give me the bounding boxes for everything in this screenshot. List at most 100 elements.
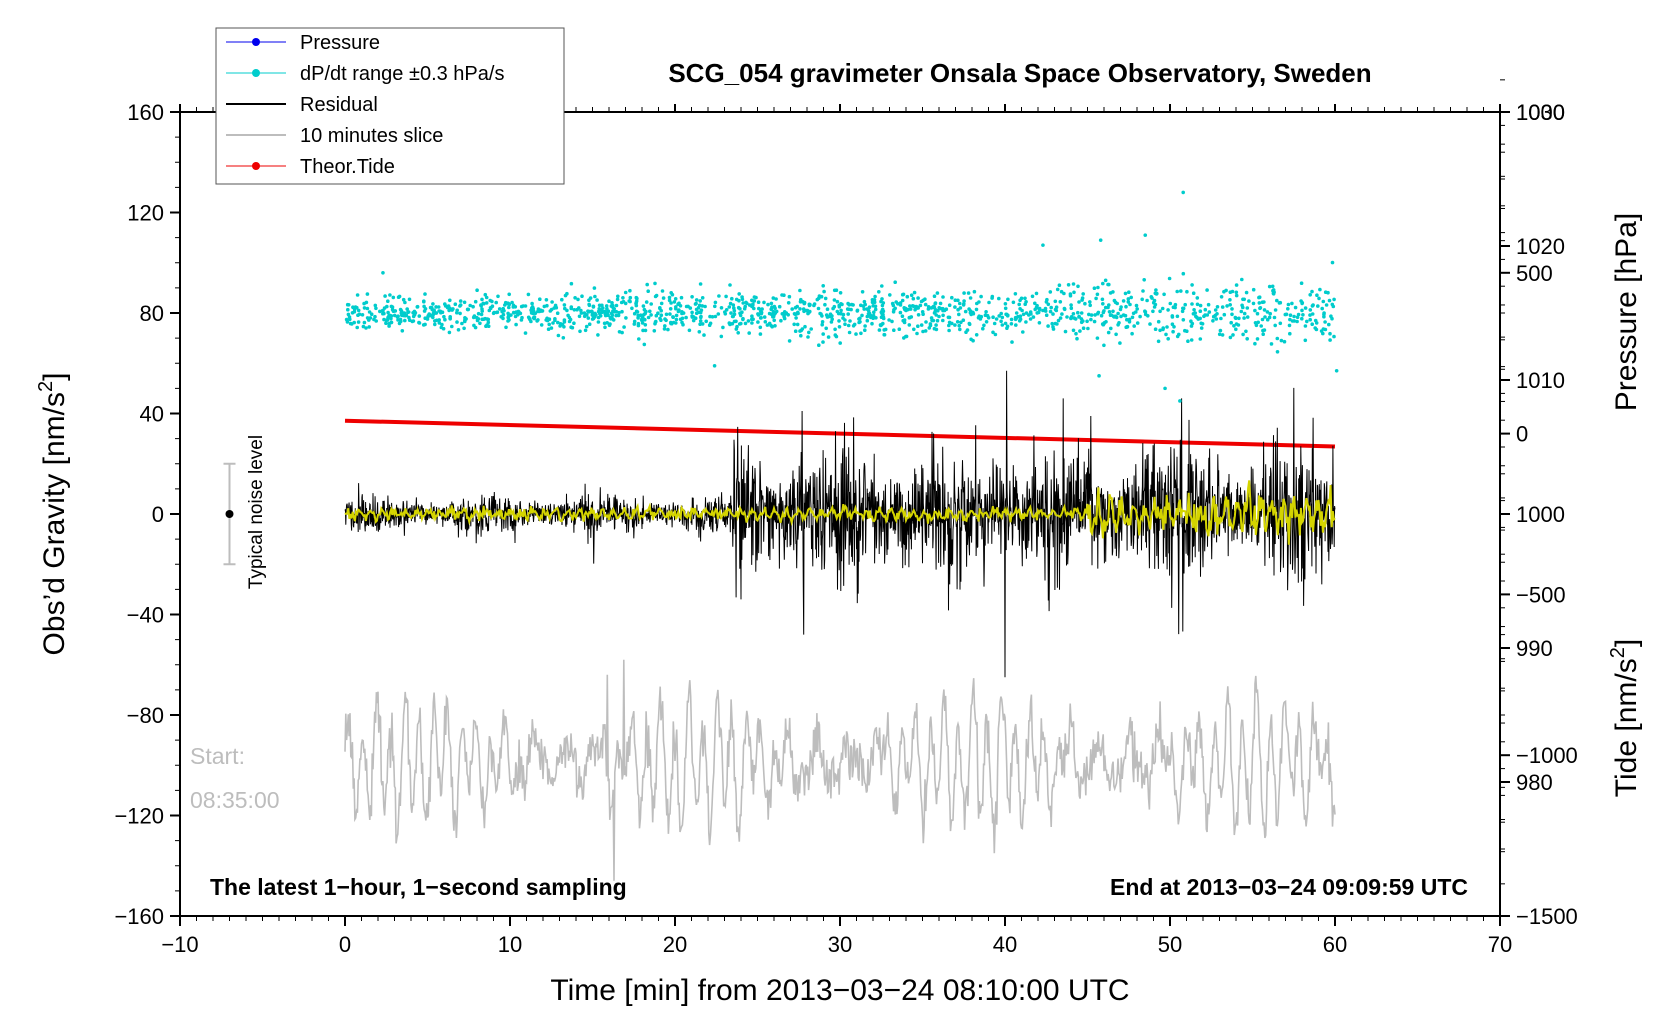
dpdt-point [820,322,824,327]
dpdt-point [984,320,989,324]
dpdt-point [577,314,582,319]
dpdt-point [558,322,563,326]
dpdt-point [769,301,774,306]
dpdt-point [959,320,963,325]
dpdt-point [1080,298,1084,302]
dpdt-point [1054,305,1059,310]
dpdt-point [877,290,881,294]
dpdt-point [1318,287,1322,292]
y-axis-title-left-main: Obs’d Gravity [nm/s [38,392,71,655]
y-axis-title-tide-main: Tide [nm/s [1610,658,1643,797]
dpdt-point [1328,331,1332,336]
dpdt-point [373,314,377,319]
dpdt-point [596,309,601,314]
dpdt-point [793,329,798,334]
dpdt-point [947,323,951,328]
dpdt-point [1198,303,1203,308]
dpdt-point [799,297,803,302]
dpdt-point [756,313,761,317]
dpdt-point [743,321,748,326]
dpdt-point [932,311,937,315]
dpdt-point [845,307,850,311]
dpdt-point [962,291,966,295]
dpdt-point [654,293,659,298]
dpdt-point [821,340,825,344]
dpdt-point [862,307,866,311]
dpdt-point [392,313,397,318]
dpdt-point [1269,342,1274,346]
dpdt-point [958,301,962,306]
dpdt-point [918,303,923,308]
dpdt-point [632,322,637,326]
dpdt-outlier-point [1178,399,1182,403]
dpdt-point [367,325,372,329]
dpdt-point [1121,299,1126,303]
dpdt-point [1013,292,1018,296]
dpdt-point [774,297,778,301]
dpdt-point [1050,321,1054,326]
dpdt-point [494,300,499,305]
legend-entry: dP/dt range ±0.3 hPa/s [226,63,504,85]
dpdt-point [1057,283,1062,288]
dpdt-point [584,324,589,329]
dpdt-point [724,294,728,299]
dpdt-point [597,307,601,311]
dpdt-point [1228,303,1232,307]
series-layer [344,190,1339,881]
dpdt-point [758,332,763,336]
dpdt-point [479,312,484,317]
dpdt-point [932,326,937,331]
dpdt-point [396,295,401,300]
dpdt-point [660,289,665,293]
dpdt-point [391,295,396,300]
dpdt-point [389,316,393,321]
dpdt-point [355,305,359,310]
dpdt-point [916,324,920,329]
dpdt-point [1011,300,1016,305]
dpdt-point [890,319,894,324]
dpdt-point [792,322,796,327]
dpdt-point [1085,319,1089,324]
dpdt-point [999,311,1003,316]
dpdt-point [758,325,763,330]
dpdt-point [1072,290,1076,295]
dpdt-point [596,333,600,337]
dpdt-point [386,310,390,315]
dpdt-point [1156,339,1161,344]
dpdt-point [1292,319,1296,323]
dpdt-scatter [344,190,1339,403]
dpdt-point [1267,315,1272,320]
legend-entry: 10 minutes slice [226,125,443,147]
dpdt-point [507,292,512,297]
dpdt-point [713,300,718,305]
dpdt-point [1005,326,1009,331]
dpdt-point [388,293,392,297]
dpdt-point [1244,290,1249,295]
dpdt-point [968,311,973,315]
dpdt-point [1189,319,1193,324]
dpdt-point [708,321,713,326]
dpdt-point [1317,296,1321,301]
dpdt-point [422,299,426,304]
dpdt-point [803,324,807,329]
dpdt-point [1220,333,1225,337]
dpdt-point [1251,301,1256,306]
dpdt-point [831,306,835,311]
dpdt-point [1156,319,1161,324]
dpdt-point [535,319,539,323]
dpdt-point [991,330,995,335]
dpdt-point [975,301,979,306]
dpdt-point [873,307,878,312]
dpdt-point [772,318,776,323]
dpdt-point [405,307,410,311]
dpdt-point [615,297,620,302]
dpdt-point [649,302,653,306]
dpdt-point [607,323,612,328]
dpdt-point [620,330,624,335]
dpdt-point [507,305,511,310]
dpdt-point [442,314,446,319]
dpdt-point [794,316,798,320]
dpdt-point [1299,299,1303,303]
dpdt-point [1041,308,1045,313]
dpdt-point [610,303,615,308]
